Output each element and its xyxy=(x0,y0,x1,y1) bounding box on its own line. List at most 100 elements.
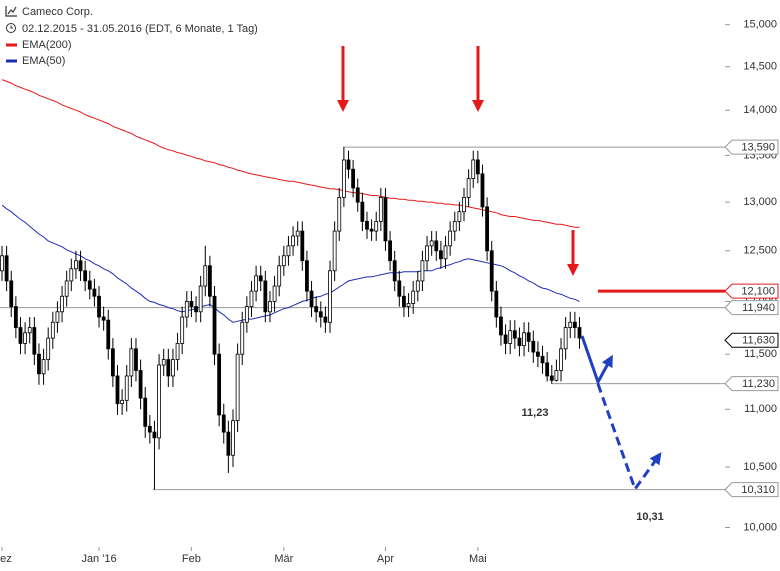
candle-body xyxy=(522,332,526,346)
candle-body xyxy=(166,359,171,377)
candle-body xyxy=(212,295,217,355)
legend-label: EMA(200) xyxy=(22,39,72,51)
candle-body xyxy=(494,290,499,318)
candle-body xyxy=(341,159,346,198)
candle-body xyxy=(175,343,180,360)
candle-body xyxy=(0,255,4,272)
candle-body xyxy=(559,348,563,371)
y-tick-label: 13,000 xyxy=(743,196,777,208)
candle-body xyxy=(512,330,517,339)
annotation: 11,23 xyxy=(522,407,549,419)
x-tick-label: Mär xyxy=(274,553,293,565)
candle-body xyxy=(134,348,138,371)
candle-body xyxy=(244,306,249,323)
x-tick-label: Feb xyxy=(182,553,201,565)
candle-body xyxy=(351,168,356,189)
candle-body xyxy=(120,399,125,405)
candle-body xyxy=(231,420,235,456)
candle-body xyxy=(157,364,161,439)
candle-body xyxy=(369,228,374,232)
candle-body xyxy=(499,316,503,336)
candle-body xyxy=(485,206,490,252)
legend-label: EMA(50) xyxy=(22,55,65,67)
candle-body xyxy=(425,245,429,262)
blue-arrow xyxy=(580,335,613,386)
candle-body xyxy=(97,295,101,318)
level-label-box xyxy=(724,283,779,299)
candle-body xyxy=(475,159,480,175)
ema-line xyxy=(1,204,580,323)
candle-body xyxy=(572,321,577,328)
candle-body xyxy=(545,362,550,377)
candle-body xyxy=(438,250,443,260)
candle-body xyxy=(263,280,268,313)
candle-body xyxy=(143,397,148,427)
level-label-box xyxy=(724,376,779,392)
candle-body xyxy=(457,211,462,222)
candle-body xyxy=(355,187,360,203)
candle-body xyxy=(462,196,466,213)
candle-body xyxy=(50,321,55,339)
candle-body xyxy=(184,301,189,318)
candle-body xyxy=(429,240,434,247)
candle-body xyxy=(180,316,185,344)
candle-body xyxy=(83,270,88,282)
level-label: 11,630 xyxy=(742,335,775,347)
candle-body xyxy=(448,230,453,247)
candle-body xyxy=(41,359,46,375)
y-tick-label: 12,500 xyxy=(743,245,777,257)
level-label-box xyxy=(724,332,779,348)
candle-body xyxy=(18,327,23,344)
candle-body xyxy=(101,316,106,321)
candle-body xyxy=(254,275,259,292)
candle-body xyxy=(563,327,568,350)
candle-body xyxy=(138,370,143,399)
x-tick-label: Jan '16 xyxy=(81,553,116,565)
candle-body xyxy=(549,375,554,381)
candle-body xyxy=(23,332,28,344)
y-tick-label: 11,000 xyxy=(744,403,777,415)
candle-body xyxy=(124,375,129,401)
candle-body xyxy=(480,173,485,208)
candle-body xyxy=(69,268,74,282)
y-tick-label: 14,000 xyxy=(743,104,777,116)
candle-body xyxy=(305,260,309,292)
candle-body xyxy=(217,353,222,416)
candle-body xyxy=(272,285,277,302)
candle-body xyxy=(314,306,319,313)
candle-body xyxy=(55,311,60,323)
candle-body xyxy=(378,196,383,222)
x-tick-label: Dez xyxy=(0,553,12,565)
candle-body xyxy=(189,301,194,307)
candle-body xyxy=(152,431,157,439)
candle-body xyxy=(147,425,152,433)
candle-body xyxy=(268,301,272,313)
y-tick-label: 10,000 xyxy=(743,521,777,533)
candle-body xyxy=(78,260,83,272)
candle-body xyxy=(4,255,9,282)
level-label-box xyxy=(724,482,779,498)
candle-body xyxy=(277,265,282,287)
candle-body xyxy=(226,431,231,456)
candle-body xyxy=(397,280,402,297)
candle-body xyxy=(443,245,448,260)
candle-body xyxy=(64,280,69,297)
candle-body xyxy=(374,220,379,232)
candle-body xyxy=(129,348,134,377)
candle-body xyxy=(540,355,545,364)
plot-area: 10,00010,50011,00011,50012,00012,50013,0… xyxy=(0,19,779,565)
candle-body xyxy=(402,295,406,307)
candle-body xyxy=(323,316,328,323)
y-tick-label: 11,500 xyxy=(744,348,777,360)
blue-dashed-arrow xyxy=(596,383,662,493)
candle-body xyxy=(74,260,78,270)
candle-body xyxy=(536,351,540,357)
level-label: 11,940 xyxy=(742,302,775,314)
candle-body xyxy=(32,327,37,355)
candle-body xyxy=(346,159,351,170)
candle-body xyxy=(489,250,494,292)
clock-icon xyxy=(6,23,16,33)
header: Cameco Corp. 02.12.2015 - 31.05.2016 (ED… xyxy=(5,6,258,35)
